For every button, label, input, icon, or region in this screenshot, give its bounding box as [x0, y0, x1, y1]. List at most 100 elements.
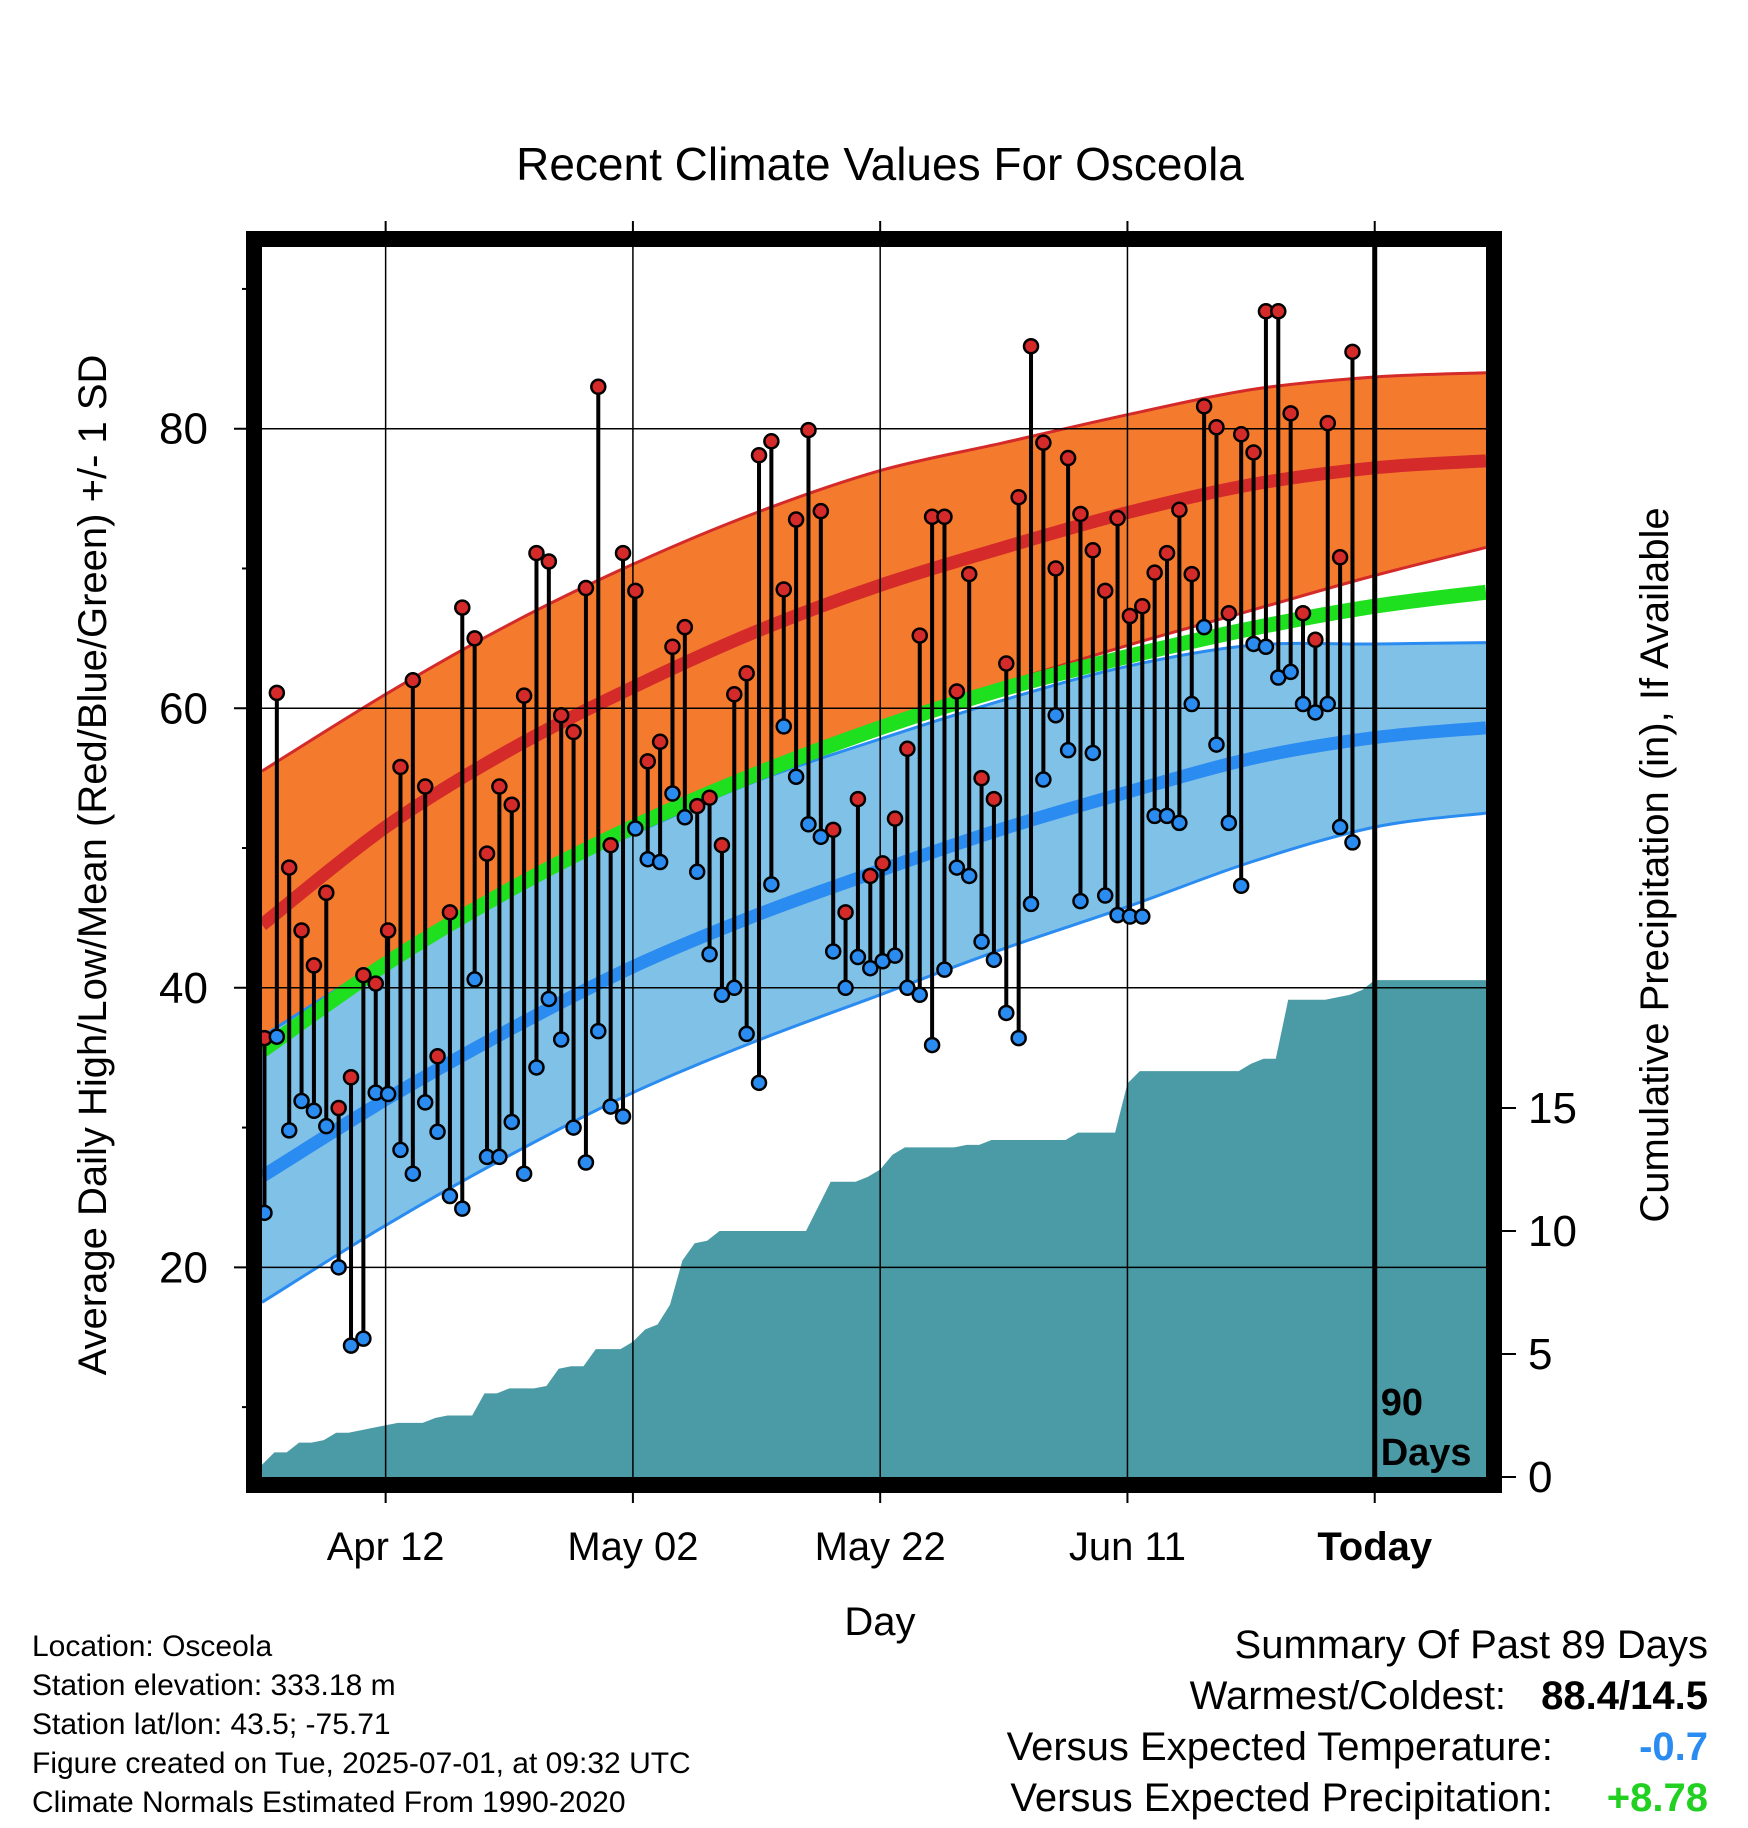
high-temp-point [1245, 444, 1262, 461]
low-temp-point [1257, 638, 1275, 655]
low-temp-point [280, 1122, 298, 1139]
high-temp-point [540, 553, 558, 570]
high-temp-point [1059, 449, 1077, 467]
high-temp-point [763, 433, 780, 450]
temperature-value: -0.7 [1639, 1725, 1708, 1769]
high-temp-point [627, 582, 644, 600]
warmest-coldest-value: 88.4/14.5 [1541, 1674, 1708, 1718]
low-temp-point [948, 859, 966, 876]
high-temp-point [1307, 631, 1324, 649]
high-temp-point [1220, 604, 1238, 622]
meta-normals-period: Climate Normals Estimated From 1990-2020 [32, 1786, 626, 1819]
high-temp-point [787, 511, 805, 528]
high-temp-point [577, 579, 595, 597]
high-temp-point [1047, 560, 1064, 577]
precipitation-value: +8.78 [1606, 1776, 1708, 1820]
low-temp-point [627, 820, 644, 837]
low-temp-point [775, 718, 792, 735]
high-temp-point [379, 922, 397, 939]
high-temp-point [268, 684, 286, 702]
axes: Apr 12 May 02 May 22 Jun 11 Today 20 40 60 80 0 5 1… [159, 221, 1577, 1569]
x-tick-label: Today [1317, 1525, 1433, 1569]
low-temp-point [812, 828, 830, 846]
high-temp-point [1072, 505, 1089, 523]
high-temp-point [639, 753, 656, 770]
high-temp-point [874, 855, 891, 872]
high-temp-point [676, 618, 694, 636]
low-temp-point [454, 1200, 471, 1217]
low-temp-point [973, 933, 990, 950]
low-temp-point [763, 876, 780, 893]
y2-tick-label: 0 [1528, 1453, 1552, 1502]
low-temp-point [936, 961, 953, 978]
summary-heading: Summary Of Past 89 Days [1234, 1623, 1708, 1667]
low-temp-point [923, 1036, 941, 1054]
high-temp-point [1146, 564, 1163, 581]
low-temp-point [726, 979, 743, 997]
high-temp-point [775, 581, 792, 598]
low-temp-point [1010, 1029, 1027, 1047]
plot-area [262, 371, 1486, 1477]
high-temp-point [1134, 597, 1151, 615]
low-temp-point [1059, 741, 1077, 759]
low-temp-point [1195, 618, 1213, 636]
low-temp-point [466, 971, 483, 988]
high-temp-point [305, 957, 323, 974]
low-temp-point [886, 947, 904, 964]
high-temp-point [713, 836, 731, 854]
high-temp-point [1022, 337, 1040, 355]
low-temp-point [1134, 908, 1151, 925]
high-temp-point [1109, 509, 1126, 527]
high-temp-point [998, 655, 1015, 672]
high-temp-point [1158, 544, 1176, 562]
low-temp-point [911, 986, 928, 1004]
high-temp-point [911, 627, 928, 644]
low-temp-point [960, 867, 978, 885]
y2-axis-label: Cumulative Precipitation (in), If Availa… [1633, 507, 1677, 1222]
low-temp-point [1319, 695, 1336, 713]
low-temp-point [899, 979, 916, 997]
high-temp-point [750, 447, 768, 464]
low-temp-point [1171, 814, 1188, 832]
high-temp-point [886, 810, 904, 827]
high-temp-point [1270, 303, 1287, 320]
y-axis-label: Average Daily High/Low/Mean (Red/Blue/Gr… [71, 355, 115, 1376]
low-temp-point [1096, 887, 1114, 904]
low-temp-point [565, 1119, 582, 1136]
high-temp-point [454, 599, 471, 616]
high-temp-point [1096, 582, 1114, 600]
low-temp-point [602, 1098, 619, 1115]
high-temp-point [404, 672, 422, 689]
precipitation-label: Versus Expected Precipitation: [1010, 1776, 1553, 1820]
low-temp-point [540, 990, 558, 1008]
low-temp-point [441, 1187, 459, 1205]
high-temp-point [1344, 343, 1361, 361]
low-temp-point [268, 1028, 286, 1045]
high-temp-point [330, 1099, 347, 1117]
high-temp-point [614, 544, 632, 562]
high-temp-point [503, 796, 520, 813]
high-temp-point [1121, 607, 1139, 625]
y2-tick-label: 15 [1528, 1084, 1577, 1133]
meta-location: Location: Osceola [32, 1630, 273, 1663]
high-temp-point [948, 683, 966, 700]
high-temp-point [738, 665, 755, 682]
high-temp-point [355, 966, 372, 984]
high-temp-point [515, 687, 533, 704]
low-temp-point [1072, 892, 1089, 910]
low-temp-point [1220, 814, 1238, 832]
high-temp-point [429, 1048, 446, 1065]
high-temp-point [1208, 419, 1225, 436]
x-axis-label: Day [844, 1600, 915, 1644]
low-temp-point [552, 1031, 570, 1048]
high-temp-point [1319, 414, 1336, 432]
chart-title: Recent Climate Values For Osceola [516, 138, 1244, 190]
today-label-number: 90 [1381, 1382, 1423, 1424]
low-temp-point [1294, 695, 1312, 713]
low-temp-point [1047, 706, 1064, 724]
high-temp-point [1294, 604, 1312, 622]
low-temp-point [985, 951, 1003, 969]
high-temp-point [416, 778, 434, 795]
low-temp-point [1035, 771, 1052, 788]
low-temp-point [293, 1092, 310, 1110]
